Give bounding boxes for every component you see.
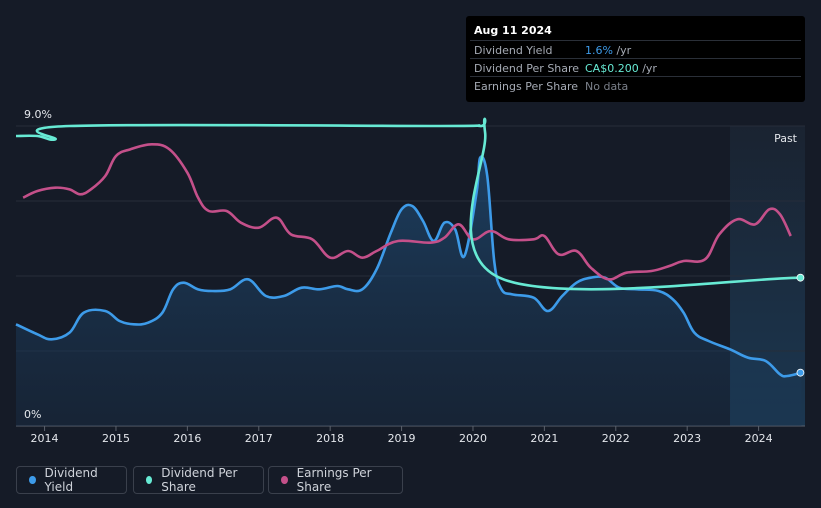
dividend-yield-end-marker xyxy=(796,368,805,377)
x-tick-label: 2016 xyxy=(173,432,201,445)
y-tick-label-top: 9.0% xyxy=(24,108,52,121)
dividend-per-share-end-marker xyxy=(796,273,805,282)
tooltip-value: CA$0.200 /yr xyxy=(585,62,657,75)
x-tick-label: 2024 xyxy=(745,432,773,445)
y-tick-label-bottom: 0% xyxy=(24,408,41,421)
tooltip-value: 1.6% /yr xyxy=(585,44,632,57)
legend-label: Dividend Per Share xyxy=(161,466,238,494)
legend-dividend-yield[interactable]: Dividend Yield xyxy=(16,466,127,494)
tooltip-value: No data xyxy=(585,80,629,93)
tooltip-label: Earnings Per Share xyxy=(474,80,579,93)
earnings-per-share-line xyxy=(22,143,792,281)
dividend-yield-line xyxy=(15,155,802,378)
x-tick-label: 2021 xyxy=(530,432,558,445)
legend-dot-icon xyxy=(29,476,36,484)
x-tick-label: 2022 xyxy=(602,432,630,445)
tooltip-date: Aug 11 2024 xyxy=(474,24,552,37)
dividend-yield-area xyxy=(16,156,802,426)
tooltip-row-earnings-per-share: Earnings Per Share No data xyxy=(470,76,801,95)
tooltip-row-dividend-per-share: Dividend Per Share CA$0.200 /yr xyxy=(470,58,801,77)
legend-label: Earnings Per Share xyxy=(296,466,372,494)
x-tick-label: 2017 xyxy=(245,432,273,445)
x-tick-label: 2020 xyxy=(459,432,487,445)
legend-dot-icon xyxy=(281,476,288,484)
past-label: Past xyxy=(774,132,798,145)
tooltip-label: Dividend Per Share xyxy=(474,62,580,75)
x-tick-label: 2018 xyxy=(316,432,344,445)
legend-dot-icon xyxy=(146,476,153,484)
legend-label: Dividend Yield xyxy=(44,466,98,494)
x-tick-label: 2014 xyxy=(31,432,59,445)
x-tick-label: 2023 xyxy=(673,432,701,445)
tooltip-row-dividend-yield: Dividend Yield 1.6% /yr xyxy=(470,40,801,59)
tooltip-label: Dividend Yield xyxy=(474,44,553,57)
dividend-per-share-line xyxy=(15,117,802,291)
x-tick-label: 2019 xyxy=(388,432,416,445)
tooltip: Aug 11 2024 Dividend Yield 1.6% /yr Divi… xyxy=(466,16,805,102)
legend-dividend-per-share[interactable]: Dividend Per Share xyxy=(133,466,264,494)
x-tick-label: 2015 xyxy=(102,432,130,445)
legend-earnings-per-share[interactable]: Earnings Per Share xyxy=(268,466,403,494)
